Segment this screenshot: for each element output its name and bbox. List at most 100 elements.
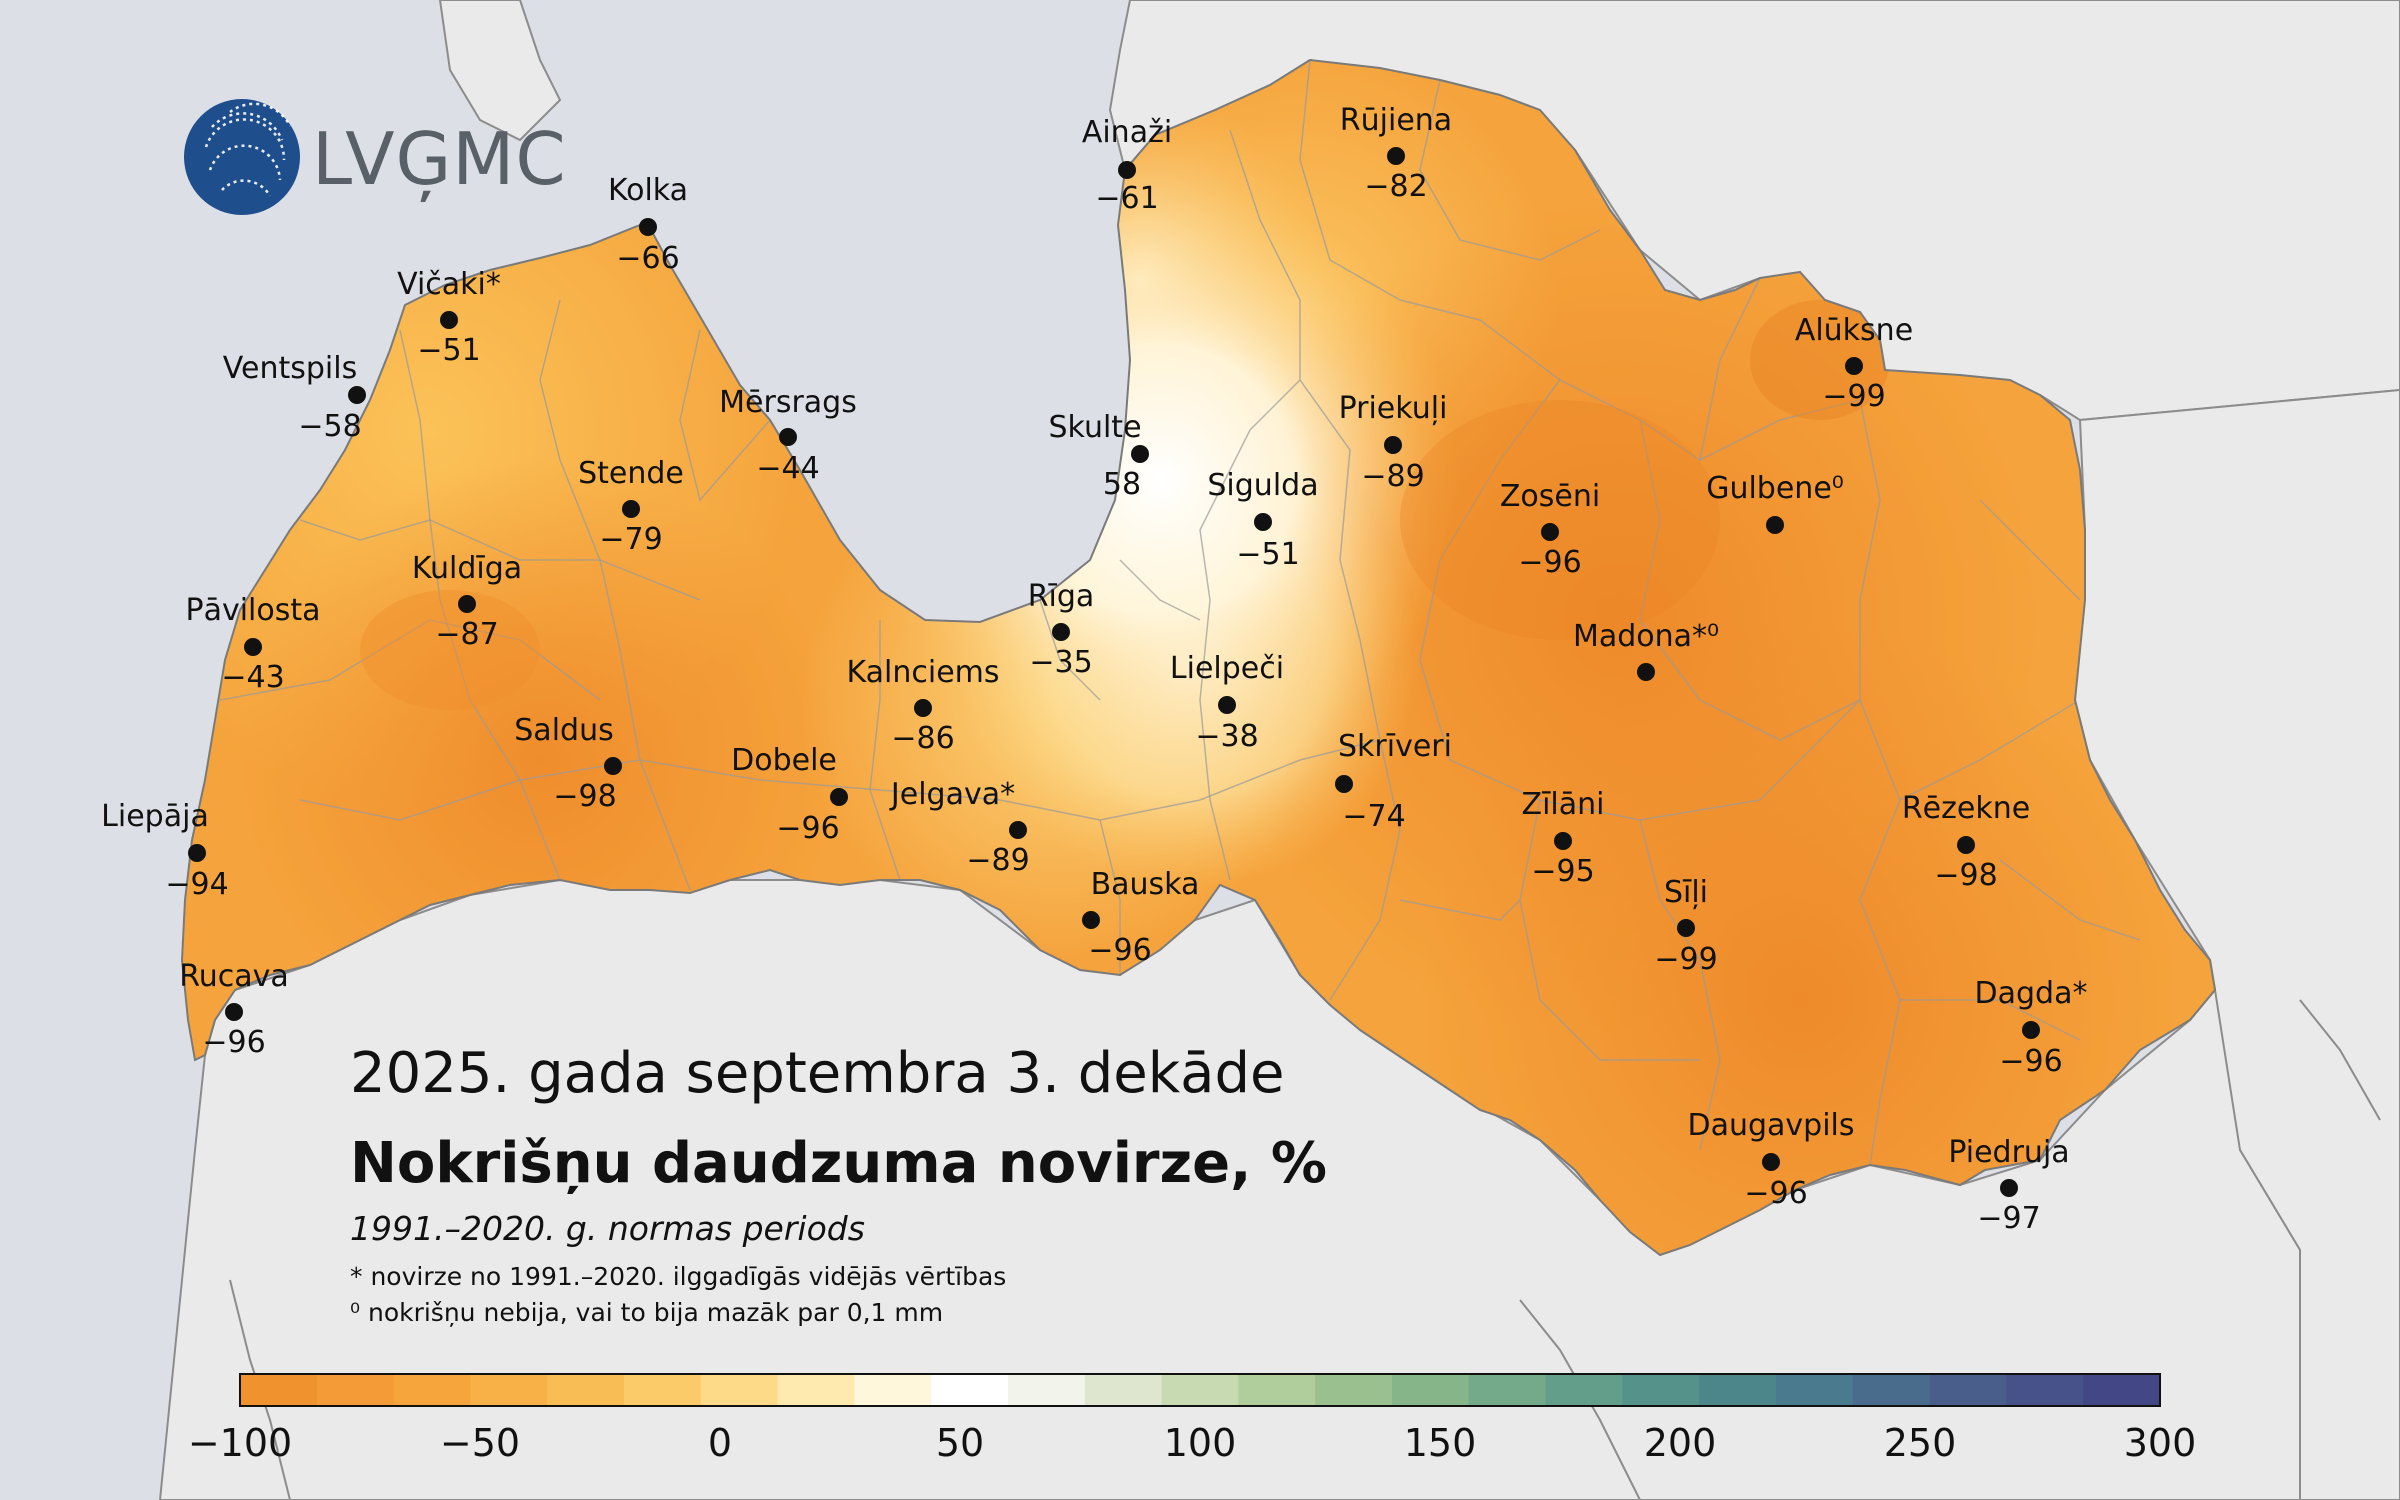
legend-tick-label: 50 <box>936 1421 984 1465</box>
legend-color-step <box>1315 1374 1393 1406</box>
lvgmc-logo: LVĢMC <box>184 99 567 215</box>
station-name: Skrīveri <box>1338 729 1452 764</box>
neighbor-land-saaremaa <box>438 0 562 142</box>
station-lielpeci: Lielpeči −38 <box>1170 651 1284 754</box>
station-value: −86 <box>891 721 954 756</box>
station-priekuli: Priekuļi −89 <box>1339 391 1448 494</box>
station-marker <box>639 218 657 236</box>
station-value: −96 <box>1088 933 1151 968</box>
station-pavilosta: Pāvilosta −43 <box>185 593 320 695</box>
station-value: −94 <box>165 867 228 902</box>
station-layer: Ainaži −61 Rūjiena −82 Kolka −66 Vičaki* −51 Ven… <box>101 103 2087 1236</box>
station-riga: Rīga −35 <box>1028 579 1095 680</box>
station-name: Stende <box>578 456 684 491</box>
station-saldus: Saldus −98 <box>514 713 622 814</box>
station-marker <box>1677 919 1695 937</box>
station-name: Priekuļi <box>1339 391 1448 426</box>
station-name: Jelgava* <box>889 777 1015 812</box>
logo-text: LVĢMC <box>312 117 567 202</box>
period-title: 2025. gada septembra 3. dekāde <box>350 1041 1284 1106</box>
legend-tick-label: −100 <box>188 1421 292 1465</box>
legend-color-step <box>1238 1374 1316 1406</box>
legend-color-step <box>624 1374 702 1406</box>
station-kolka: Kolka −66 <box>608 173 688 276</box>
station-name: Kalnciems <box>846 655 999 690</box>
station-name: Kuldīga <box>412 551 522 586</box>
normal-period-subtitle: 1991.–2020. g. normas periods <box>350 1209 865 1248</box>
legend-tick-label: 100 <box>1164 1421 1237 1465</box>
municipal-boundaries <box>219 60 2141 1166</box>
legend-color-step <box>1161 1374 1239 1406</box>
station-zilani: Zīlāni −95 <box>1522 787 1605 889</box>
station-value: −96 <box>202 1025 265 1060</box>
legend-color-step <box>547 1374 625 1406</box>
station-name: Dagda* <box>1975 976 2088 1011</box>
legend-color-step <box>931 1374 1009 1406</box>
station-marker <box>188 844 206 862</box>
station-name: Zīlāni <box>1522 787 1605 822</box>
station-piedruja: Piedruja −97 <box>1948 1135 2069 1236</box>
station-bauska: Bauska −96 <box>1082 867 1199 968</box>
station-value: −96 <box>1744 1176 1807 1211</box>
legend-tick-label: 150 <box>1404 1421 1477 1465</box>
station-name: Bauska <box>1091 867 1200 902</box>
station-marker <box>2022 1021 2040 1039</box>
footnote-asterisk: * novirze no 1991.–2020. ilggadīgās vidē… <box>350 1262 1006 1291</box>
legend-color-step <box>1776 1374 1854 1406</box>
station-name: Sigulda <box>1207 468 1318 503</box>
station-name: Madona*⁰ <box>1573 619 1719 654</box>
station-kuldiga: Kuldīga −87 <box>412 551 522 652</box>
station-value: −89 <box>1361 459 1424 494</box>
legend-color-step <box>1468 1374 1547 1406</box>
station-jelgava: Jelgava* −89 <box>889 777 1030 878</box>
legend-color-step <box>1622 1374 1700 1406</box>
station-name: Mērsrags <box>719 385 857 420</box>
station-name: Alūksne <box>1795 313 1913 348</box>
logo-globe-icon <box>184 99 300 215</box>
station-value: −51 <box>1236 537 1299 572</box>
station-name: Vičaki* <box>397 267 501 302</box>
station-rezekne: Rēzekne −98 <box>1902 791 2030 893</box>
station-marker <box>914 699 932 717</box>
station-marker <box>830 788 848 806</box>
station-value: −96 <box>776 811 839 846</box>
legend-color-step <box>240 1374 318 1406</box>
station-value: −98 <box>553 779 616 814</box>
station-marker <box>1335 775 1353 793</box>
station-dobele: Dobele −96 <box>731 743 848 846</box>
station-name: Daugavpils <box>1687 1108 1854 1143</box>
station-marker <box>1845 357 1863 375</box>
station-marker <box>1254 513 1272 531</box>
legend-color-step <box>1392 1374 1470 1406</box>
station-name: Lielpeči <box>1170 651 1284 686</box>
station-marker <box>1762 1153 1780 1171</box>
station-marker <box>1131 445 1149 463</box>
station-name: Piedruja <box>1948 1135 2069 1170</box>
main-title: Nokrišņu daudzuma novirze, % <box>350 1131 1327 1196</box>
station-daugavpils: Daugavpils −96 <box>1687 1108 1854 1211</box>
station-marker <box>1384 436 1402 454</box>
legend-tick-label: 250 <box>1884 1421 1957 1465</box>
station-value: −96 <box>1999 1044 2062 1079</box>
station-value: −38 <box>1195 719 1258 754</box>
station-madona: Madona*⁰ <box>1573 619 1719 681</box>
station-value: −58 <box>298 409 361 444</box>
station-name: Rucava <box>179 959 289 994</box>
latvia-outline <box>180 58 2217 1257</box>
station-marker <box>622 500 640 518</box>
legend-tick-label: −50 <box>440 1421 520 1465</box>
station-marker <box>604 757 622 775</box>
station-value: −66 <box>616 241 679 276</box>
station-value: −35 <box>1029 645 1092 680</box>
station-value: −89 <box>966 843 1029 878</box>
legend-color-step <box>1929 1374 2007 1406</box>
station-value: −51 <box>417 333 480 368</box>
legend-color-step <box>1545 1374 1623 1406</box>
legend-tick-label: 200 <box>1644 1421 1717 1465</box>
station-name: Ventspils <box>223 351 357 386</box>
station-kalnciems: Kalnciems −86 <box>846 655 999 756</box>
station-marker <box>1541 523 1559 541</box>
station-value: −99 <box>1822 379 1885 414</box>
legend-color-step <box>1852 1374 1931 1406</box>
station-marker <box>1766 516 1784 534</box>
